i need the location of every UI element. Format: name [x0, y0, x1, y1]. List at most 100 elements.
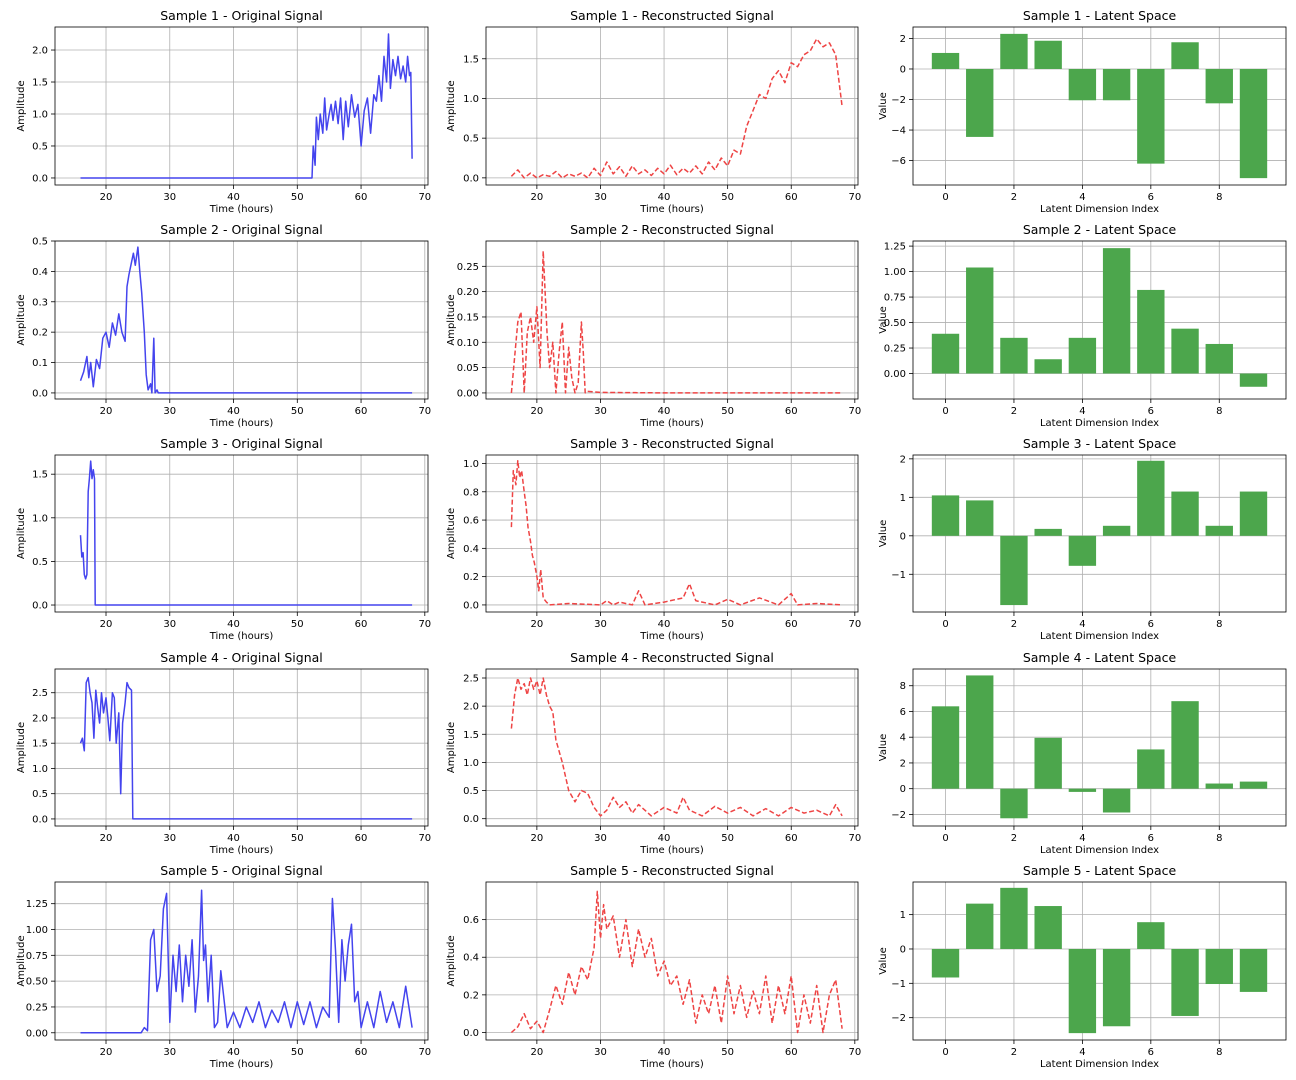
y-axis-label: Amplitude	[16, 935, 27, 986]
original-signal-line	[80, 889, 413, 1034]
y-tick-label: 1.0	[32, 513, 48, 524]
y-tick-label: 1.25	[26, 899, 48, 910]
latent-bar	[1171, 948, 1199, 1016]
y-tick-label: 0.00	[457, 388, 479, 399]
x-tick-label: 30	[163, 833, 176, 844]
x-tick-label: 30	[163, 192, 176, 203]
reconstructed-signal-line	[510, 677, 843, 817]
y-tick-label: 2	[900, 34, 906, 45]
latent-bar	[1239, 491, 1268, 536]
x-axis-label: Time (hours)	[639, 631, 704, 642]
y-axis-label: Value	[878, 92, 889, 119]
x-axis-label: Latent Dimension Index	[1040, 204, 1159, 215]
x-tick-label: 30	[594, 833, 607, 844]
x-tick-label: 40	[227, 192, 240, 203]
y-tick-label: 2.0	[32, 713, 48, 724]
x-tick-label: 8	[1216, 192, 1222, 203]
x-tick-label: 50	[721, 619, 734, 630]
axes-frame	[485, 26, 859, 186]
x-tick-label: 60	[785, 833, 798, 844]
x-tick-label: 4	[1079, 1047, 1085, 1058]
x-tick-label: 40	[227, 833, 240, 844]
x-tick-label: 30	[594, 1047, 607, 1058]
original-signal-line	[79, 246, 413, 394]
latent-bar	[1171, 491, 1199, 536]
x-tick-label: 50	[291, 619, 304, 630]
latent-bar	[1137, 460, 1165, 536]
subplot-title: Sample 3 - Latent Space	[1023, 436, 1177, 451]
latent-bar	[1137, 922, 1165, 949]
y-tick-label: 0.5	[463, 786, 479, 797]
subplot-title: Sample 2 - Original Signal	[160, 222, 323, 237]
latent-bar	[1205, 343, 1233, 374]
y-tick-label: 0.00	[26, 1028, 48, 1039]
x-tick-label: 40	[658, 192, 671, 203]
y-tick-label: 1.25	[884, 242, 906, 253]
axes-frame	[485, 454, 859, 613]
y-axis-label: Amplitude	[446, 508, 457, 559]
y-axis-label: Value	[878, 947, 889, 974]
y-tick-label: 1.5	[463, 54, 479, 65]
latent-bar	[931, 52, 960, 69]
x-axis-label: Latent Dimension Index	[1040, 1059, 1159, 1070]
x-tick-label: 6	[1148, 192, 1154, 203]
y-tick-label: 2.0	[32, 46, 48, 57]
axes-frame	[912, 668, 1287, 827]
y-tick-label: −2	[891, 1013, 906, 1024]
y-tick-label: 0.0	[463, 173, 479, 184]
subplot-title: Sample 4 - Reconstructed Signal	[570, 650, 774, 665]
subplot-s3-orig: 20 30 40 50 60 70 0.0 0.5 1.0 1.5 Sample 3 - Origi…	[16, 436, 431, 642]
y-axis-label: Value	[878, 734, 889, 761]
y-tick-label: 0.50	[26, 977, 48, 988]
y-tick-label: 0.0	[32, 173, 48, 184]
x-axis-label: Time (hours)	[209, 631, 274, 642]
axes-frame	[485, 881, 859, 1041]
x-tick-label: 40	[658, 833, 671, 844]
axes-frame	[54, 26, 429, 186]
y-tick-label: 1.5	[32, 739, 48, 750]
y-tick-label: 2.5	[32, 688, 48, 699]
y-tick-label: 1.0	[32, 764, 48, 775]
latent-bar	[1000, 337, 1028, 374]
y-tick-label: 0.25	[884, 344, 906, 355]
subplot-title: Sample 1 - Original Signal	[160, 8, 323, 23]
axes-frame	[54, 881, 429, 1041]
x-tick-label: 70	[848, 619, 861, 630]
subplot-s1-orig: 20 30 40 50 60 70 0.0 0.5 1.0 1.5 2.0 Sample 1 - Or…	[16, 8, 431, 215]
x-tick-label: 20	[531, 833, 544, 844]
y-tick-label: 0.2	[32, 328, 48, 339]
x-axis-label: Time (hours)	[209, 204, 274, 215]
x-tick-label: 30	[594, 406, 607, 417]
latent-bar	[1205, 948, 1233, 985]
y-tick-label: 0.2	[463, 990, 479, 1001]
x-tick-label: 20	[100, 406, 113, 417]
subplot-title: Sample 3 - Reconstructed Signal	[570, 436, 774, 451]
x-tick-label: 50	[721, 192, 734, 203]
subplot-s1-latent: 0 2 4 6 8 −6 −4 −2 0 2 Sample 1 - Latent Space Late…	[878, 8, 1287, 215]
y-tick-label: 6	[900, 707, 906, 718]
y-tick-label: 0	[900, 784, 906, 795]
x-tick-label: 4	[1079, 833, 1085, 844]
y-axis-label: Amplitude	[16, 294, 27, 345]
y-tick-label: −2	[891, 810, 906, 821]
x-tick-label: 50	[291, 1047, 304, 1058]
latent-bar	[1000, 788, 1028, 819]
y-tick-label: 1.0	[463, 94, 479, 105]
y-tick-label: 1.5	[32, 470, 48, 481]
x-tick-label: 40	[658, 1047, 671, 1058]
x-tick-label: 40	[227, 1047, 240, 1058]
x-tick-label: 60	[355, 406, 368, 417]
y-axis-label: Value	[878, 520, 889, 547]
x-tick-label: 8	[1216, 619, 1222, 630]
x-axis-label: Latent Dimension Index	[1040, 845, 1159, 856]
x-tick-label: 0	[942, 1047, 948, 1058]
x-tick-label: 50	[721, 1047, 734, 1058]
subplot-s1-recon: 20 30 40 50 60 70 0.0 0.5 1.0 1.5 Sample 1 - Recon…	[446, 8, 861, 215]
y-tick-label: 0.20	[457, 287, 479, 298]
original-signal-line	[79, 676, 413, 820]
x-tick-label: 6	[1148, 1047, 1154, 1058]
y-axis-label: Amplitude	[446, 294, 457, 345]
latent-bar	[1239, 373, 1268, 387]
x-tick-label: 70	[418, 833, 431, 844]
x-tick-label: 4	[1079, 619, 1085, 630]
